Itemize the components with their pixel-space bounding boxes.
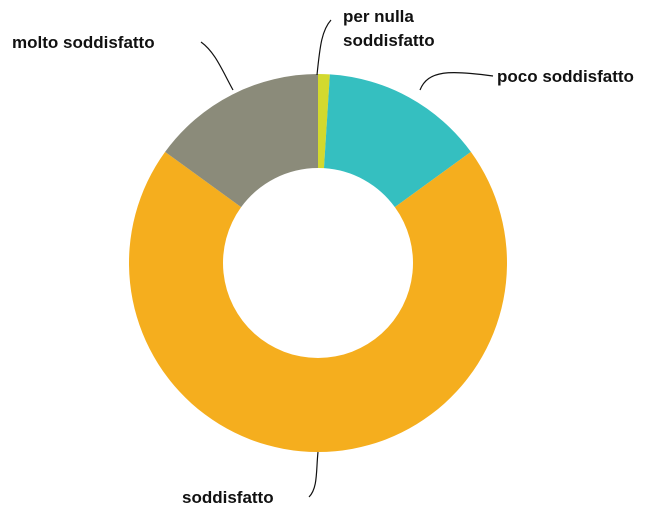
donut-slice-soddisfatto xyxy=(129,151,508,453)
slice-label-poco-soddisfatto: poco soddisfatto xyxy=(497,67,634,86)
slice-label-per-nulla-soddisfatto-line-2: soddisfatto xyxy=(343,31,435,50)
slice-label-molto-soddisfatto: molto soddisfatto xyxy=(12,33,155,52)
slice-label-per-nulla-soddisfatto-line-1: per nulla xyxy=(343,7,414,26)
donut-slices xyxy=(129,74,508,453)
leader-lines xyxy=(200,19,494,498)
leader-line-per-nulla-soddisfatto xyxy=(316,19,332,76)
slice-labels: per nulla soddisfatto poco soddisfatto s… xyxy=(12,7,634,507)
leader-line-molto-soddisfatto xyxy=(200,41,234,91)
leader-line-poco-soddisfatto xyxy=(419,71,494,91)
donut-slice-poco-soddisfatto xyxy=(323,74,471,208)
leader-line-soddisfatto xyxy=(308,451,319,498)
donut-slice-molto-soddisfatto xyxy=(165,74,318,208)
donut-slice-per-nulla-soddisfatto xyxy=(318,74,330,169)
slice-label-soddisfatto: soddisfatto xyxy=(182,488,274,507)
